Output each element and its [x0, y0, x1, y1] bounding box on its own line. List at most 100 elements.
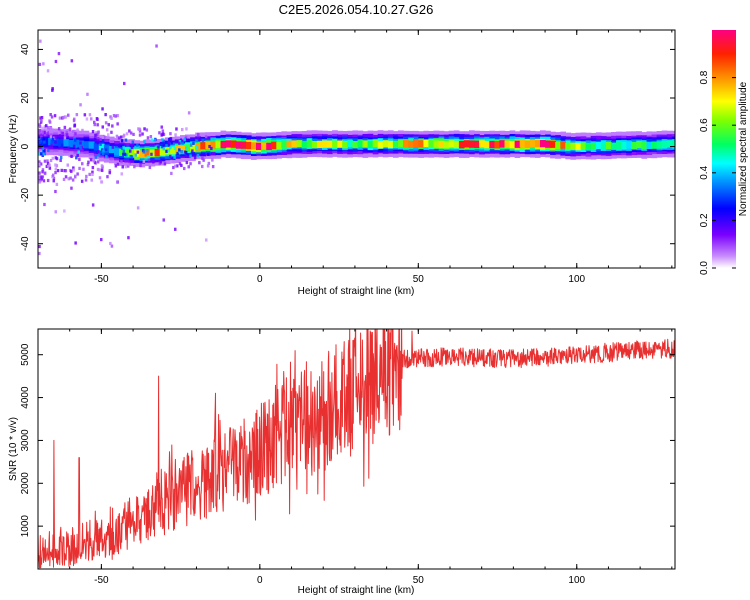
- heatmap-cell: [79, 103, 82, 107]
- heatmap-cell: [245, 141, 252, 150]
- heatmap-cell: [39, 152, 43, 156]
- figure-title: C2E5.2026.054.10.27.G26: [279, 2, 434, 17]
- heatmap-cell: [67, 113, 70, 117]
- heatmap-cell: [210, 146, 213, 151]
- heatmap-cell: [205, 141, 211, 149]
- heatmap-cell: [392, 140, 399, 149]
- heatmap-cell: [43, 133, 47, 137]
- heatmap-cell: [51, 137, 55, 142]
- snr-panel: -50 0 50 100 1000 2000 3000 4000 5000 He…: [8, 328, 676, 596]
- heatmap-cell: [172, 165, 175, 170]
- heatmap-cell: [198, 137, 202, 142]
- heatmap-cell: [316, 140, 323, 149]
- heatmap-cell: [438, 140, 445, 149]
- heatmap-cell: [514, 140, 521, 148]
- heatmap-cell: [174, 227, 177, 231]
- heatmap-cell: [107, 123, 110, 127]
- heatmap-cell: [38, 128, 42, 133]
- heatmap-cell: [296, 140, 303, 148]
- heatmap-cell: [499, 140, 506, 148]
- heatmap-cell: [136, 143, 139, 147]
- heatmap-cell: [138, 127, 141, 131]
- heatmap-cell: [133, 165, 136, 169]
- heatmap-cell: [362, 140, 369, 148]
- heatmap-cell: [116, 180, 119, 184]
- heatmap-cell: [152, 160, 155, 164]
- heatmap-cell: [291, 140, 298, 148]
- heatmap-cell: [67, 146, 70, 150]
- spectrogram-ticks: [38, 30, 675, 268]
- heatmap-cell: [91, 203, 95, 207]
- heatmap-cell: [189, 143, 193, 147]
- heatmap-cell: [173, 155, 176, 159]
- heatmap-cell: [286, 140, 293, 148]
- heatmap-cell: [138, 133, 142, 137]
- heatmap-cell: [70, 154, 73, 158]
- heatmap-cell: [51, 87, 54, 91]
- heatmap-cell: [57, 127, 61, 131]
- heatmap-cell: [306, 140, 313, 148]
- heatmap-cell: [311, 141, 318, 149]
- spectrogram-panel: -50 0 50 100 -40 -20 0 20 40 Height of s…: [8, 29, 676, 297]
- heatmap-cell: [58, 139, 64, 147]
- heatmap-cell: [403, 140, 409, 148]
- heatmap-cell: [82, 167, 85, 171]
- heatmap-noise: [38, 39, 215, 256]
- heatmap-cell: [170, 171, 173, 175]
- heatmap-cell: [97, 150, 100, 154]
- heatmap-cell: [54, 163, 57, 167]
- heatmap-cell: [50, 143, 53, 147]
- heatmap-cell: [169, 137, 173, 141]
- colorbar-tick: 0.2: [699, 213, 710, 227]
- heatmap-cell: [148, 165, 152, 169]
- heatmap-cell: [100, 168, 104, 172]
- heatmap-cell: [184, 135, 188, 139]
- heatmap-cell: [136, 206, 140, 210]
- heatmap-cell: [116, 122, 119, 126]
- heatmap-cell: [139, 163, 142, 167]
- colorbar: 0.0 0.2 0.4 0.6 0.8 Normalized spectral …: [699, 30, 749, 275]
- heatmap-cell: [70, 169, 73, 173]
- heatmap-cell: [94, 133, 97, 137]
- heatmap-cell: [489, 140, 495, 149]
- heatmap-cell: [40, 119, 43, 123]
- heatmap-cell: [43, 140, 46, 144]
- heatmap-cell: [117, 144, 121, 148]
- heatmap-cell: [95, 140, 98, 144]
- heatmap-cell: [78, 166, 81, 170]
- heatmap-cell: [143, 139, 146, 143]
- heatmap-cell: [105, 155, 108, 159]
- heatmap-cell: [129, 149, 135, 157]
- heatmap-cell: [88, 141, 95, 149]
- heatmap-cell: [408, 140, 414, 148]
- heatmap-cell: [41, 170, 44, 174]
- heatmap-cell: [132, 132, 135, 136]
- heatmap-cell: [144, 149, 151, 157]
- heatmap-cell: [183, 138, 186, 142]
- heatmap-cell: [52, 179, 55, 183]
- colorbar-gradient: [712, 30, 736, 268]
- heatmap-cell: [169, 147, 176, 155]
- heatmap-cell: [621, 141, 627, 150]
- colorbar-tick: 0.4: [699, 165, 710, 179]
- spectrogram-y-tick: 20: [20, 92, 31, 104]
- heatmap-cell: [123, 152, 127, 156]
- heatmap-cell: [180, 163, 183, 167]
- heatmap-cell: [145, 128, 149, 132]
- heatmap-cell: [40, 116, 44, 120]
- heatmap-cell: [128, 129, 131, 133]
- heatmap-cell: [524, 140, 531, 148]
- heatmap-cell: [261, 142, 267, 150]
- heatmap-cell: [63, 139, 70, 147]
- heatmap-cell: [196, 153, 200, 158]
- heatmap-cell: [111, 124, 114, 128]
- heatmap-cell: [150, 138, 154, 142]
- heatmap-cell: [101, 125, 104, 129]
- heatmap-cell: [90, 178, 93, 182]
- heatmap-cell: [474, 140, 480, 148]
- heatmap-cell: [63, 125, 67, 129]
- heatmap-cell: [86, 163, 90, 167]
- heatmap-cell: [58, 116, 62, 120]
- heatmap-cell: [74, 138, 77, 142]
- heatmap-cell: [146, 155, 150, 159]
